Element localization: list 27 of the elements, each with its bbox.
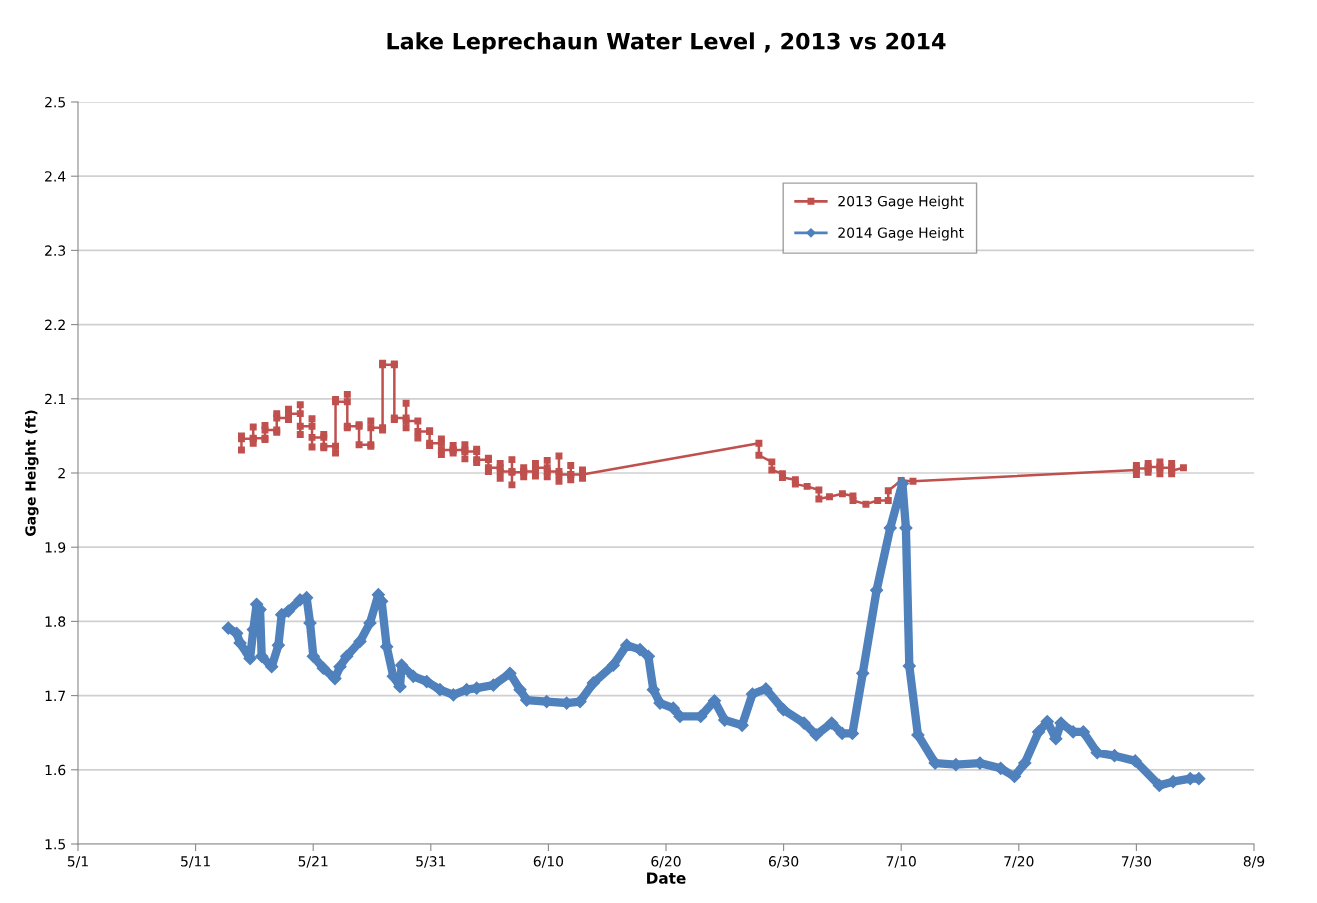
x-tick-label: 6/30 <box>768 856 799 868</box>
x-tick-label: 5/1 <box>67 856 88 868</box>
chart-title: Lake Leprechaun Water Level , 2013 vs 2014 <box>387 32 946 54</box>
y-tick-label: 2.5 <box>45 96 65 108</box>
legend-label: 2014 Gage Height <box>838 227 964 241</box>
y-tick-label: 1.5 <box>45 839 65 850</box>
x-tick-label: 7/10 <box>886 856 916 868</box>
y-tick-label: 2.4 <box>45 171 66 182</box>
y-tick-label: 1.9 <box>45 542 66 553</box>
y-tick-label: 2.3 <box>45 245 66 256</box>
x-tick-label: 8/9 <box>1243 856 1265 868</box>
y-tick-label: 1.6 <box>45 764 66 776</box>
x-tick-label: 7/20 <box>1004 856 1034 868</box>
x-tick-label: 7/30 <box>1121 856 1152 868</box>
y-tick-label: 2.2 <box>45 319 65 330</box>
x-tick-label: 5/31 <box>416 856 446 868</box>
x-tick-label: 5/11 <box>181 856 210 868</box>
x-tick-label: 5/21 <box>298 856 328 868</box>
x-tick-label: 6/20 <box>651 856 681 868</box>
y-axis-title: Gage Height (ft) <box>25 410 39 537</box>
y-tick-label: 2 <box>58 467 65 479</box>
y-tick-label: 1.8 <box>45 616 66 627</box>
y-tick-label: 2.1 <box>45 393 65 405</box>
legend-label: 2013 Gage Height <box>838 195 964 210</box>
x-axis-title: Date <box>647 872 686 884</box>
y-tick-label: 1.7 <box>45 690 66 701</box>
x-tick-label: 6/10 <box>533 856 564 868</box>
